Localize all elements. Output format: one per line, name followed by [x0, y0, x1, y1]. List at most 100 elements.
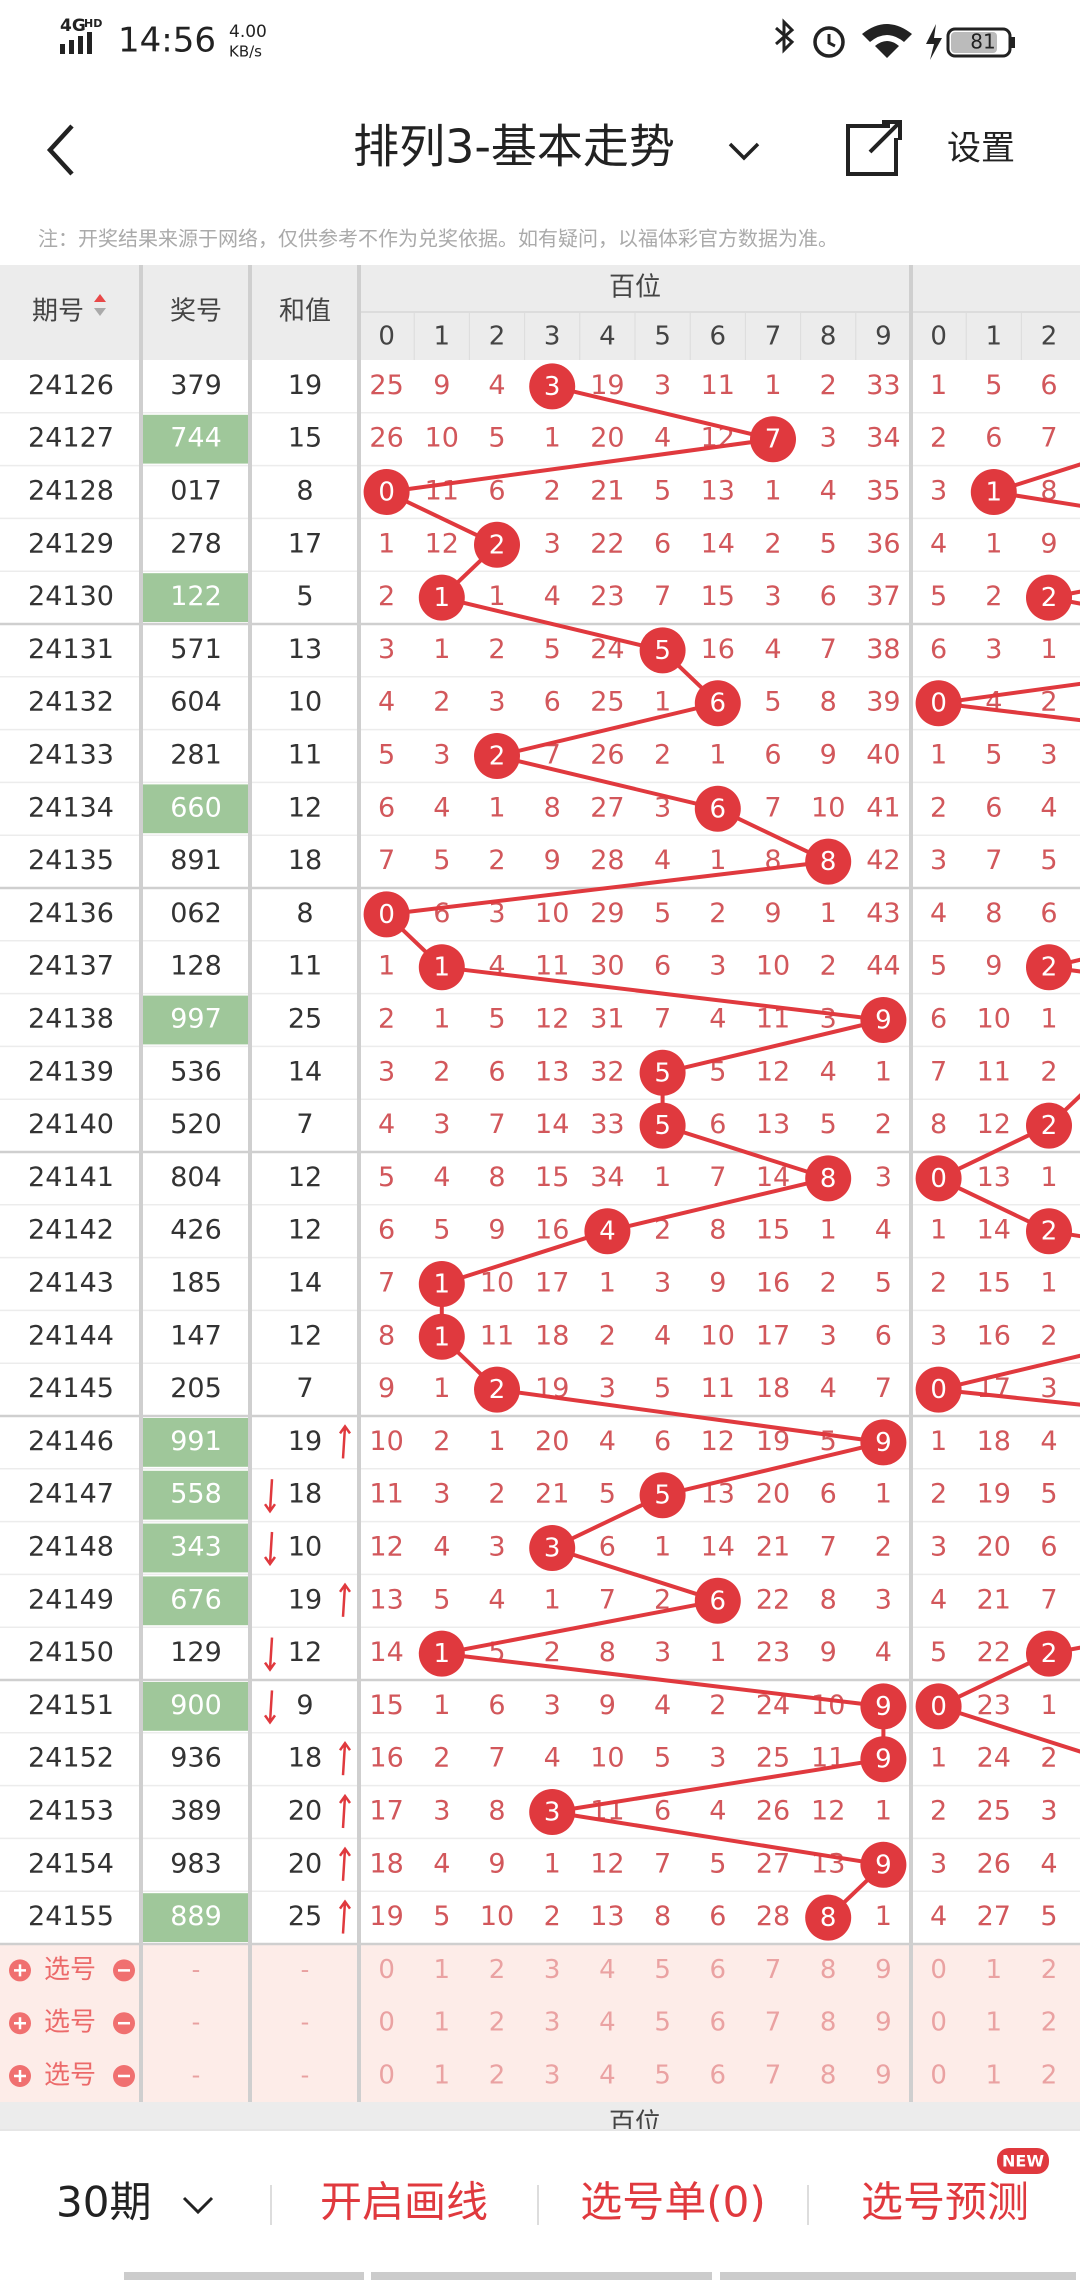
table-row: 24148 343 10 12 4 3 6 1 14 21 7 2 3 20 6 [0, 1523, 1080, 1576]
miss-value: 26 [590, 740, 624, 771]
select-digit[interactable]: 9 [875, 2008, 892, 2038]
select-digit[interactable]: 9 [875, 1955, 892, 1985]
select-digit[interactable]: 1 [986, 2008, 1003, 2038]
miss-value: 3 [985, 634, 1002, 665]
trend-line [606, 1176, 829, 1234]
miss-value: 13 [535, 1056, 569, 1087]
winning-digit [639, 1049, 686, 1096]
select-digit[interactable]: 0 [378, 2008, 395, 2038]
draw-number: 205 [170, 1373, 222, 1404]
draw-number: 889 [170, 1901, 222, 1932]
miss-value: 11 [480, 1320, 514, 1351]
miss-value: 44 [866, 951, 900, 982]
select-digit[interactable]: 7 [765, 1955, 782, 1985]
title-dropdown[interactable] [728, 142, 760, 161]
select-digit[interactable]: 5 [654, 2008, 671, 2038]
miss-value: 13 [369, 1584, 403, 1615]
battery-cap [1011, 37, 1015, 48]
select-digit[interactable]: 3 [544, 2008, 561, 2038]
digit-header: 8 [820, 322, 837, 352]
select-digit[interactable]: 4 [599, 2061, 616, 2091]
period: 24135 [28, 845, 114, 876]
select-digit[interactable]: 4 [599, 1955, 616, 1985]
miss-value: 1 [875, 1056, 892, 1087]
nav-hint [371, 2272, 712, 2280]
column-title[interactable]: 期号 [32, 297, 84, 327]
select-digit[interactable]: 8 [820, 2061, 837, 2091]
select-digit[interactable]: 0 [930, 2008, 947, 2038]
select-digit[interactable]: 1 [434, 2008, 451, 2038]
select-digit[interactable]: 2 [1041, 1955, 1058, 1985]
period-selector[interactable]: 30期 [56, 2178, 151, 2227]
miss-value: 7 [875, 1373, 892, 1404]
select-digit[interactable]: 0 [930, 2061, 947, 2091]
miss-value: 1 [433, 1373, 450, 1404]
winning-digit-text: 1 [434, 583, 451, 613]
predict-button[interactable]: 选号预测 [861, 2178, 1029, 2227]
miss-value: 5 [433, 845, 450, 876]
miss-value: 9 [820, 1637, 837, 1668]
sum: 10 [288, 1532, 322, 1563]
sum: 19 [288, 370, 322, 401]
select-digit[interactable]: 5 [654, 2061, 671, 2091]
winning-digit [750, 416, 796, 463]
period-dropdown[interactable] [182, 2196, 214, 2215]
miss-value: 7 [985, 845, 1002, 876]
trend-line [386, 437, 774, 494]
select-digit[interactable]: 6 [710, 2061, 727, 2091]
miss-value: 1 [875, 1901, 892, 1932]
select-digit[interactable]: 8 [820, 2008, 837, 2038]
select-digit[interactable]: 0 [930, 1955, 947, 1985]
select-row: 选号 - - 0 1 2 3 4 5 6 7 8 9 0 1 2 [9, 2008, 1057, 2038]
select-digit[interactable]: 0 [378, 1955, 395, 1985]
select-digit[interactable]: 0 [378, 2061, 395, 2091]
trend-arrow [338, 1424, 352, 1459]
select-list-button[interactable]: 选号单(0) [580, 2178, 766, 2227]
select-digit[interactable]: 4 [599, 2008, 616, 2038]
speed: 4.00 [229, 22, 267, 42]
miss-value: 4 [433, 1162, 450, 1193]
miss-value: 20 [977, 1532, 1011, 1563]
sort-asc[interactable] [94, 294, 106, 302]
select-digit[interactable]: 8 [820, 1955, 837, 1985]
sort-desc[interactable] [94, 308, 106, 316]
table-row: 24150 129 12 14 5 2 8 3 1 23 9 4 5 22 [0, 1637, 1080, 1682]
select-digit[interactable]: 7 [765, 2061, 782, 2091]
miss-value: 7 [378, 1268, 395, 1299]
miss-value: 6 [433, 898, 450, 929]
page-title[interactable]: 排列3-基本走势 [353, 120, 675, 174]
select-digit[interactable]: 2 [489, 1955, 506, 1985]
miss-value: 1 [709, 1637, 726, 1668]
miss-value: 9 [820, 740, 837, 771]
settings-button[interactable]: 设置 [947, 129, 1015, 169]
select-digit[interactable]: 9 [875, 2061, 892, 2091]
back-button[interactable] [46, 124, 74, 176]
select-digit[interactable]: 1 [434, 2061, 451, 2091]
select-digit[interactable]: 3 [544, 2061, 561, 2091]
select-digit[interactable]: 7 [765, 2008, 782, 2038]
select-digit[interactable]: 1 [434, 1955, 451, 1985]
select-digit[interactable]: 2 [1041, 2008, 1058, 2038]
select-bg [0, 1944, 1080, 2102]
select-digit[interactable]: 1 [986, 2061, 1003, 2091]
miss-value: 3 [930, 1532, 947, 1563]
miss-value: 6 [654, 1796, 671, 1827]
select-row: 选号 - - 0 1 2 3 4 5 6 7 8 9 0 1 2 [9, 1955, 1057, 1985]
select-digit[interactable]: 2 [489, 2008, 506, 2038]
select-digit[interactable]: 6 [710, 1955, 727, 1985]
select-digit[interactable]: 5 [654, 1955, 671, 1985]
draw-line-button[interactable]: 开启画线 [320, 2178, 488, 2227]
miss-value: 6 [985, 423, 1002, 454]
select-digit[interactable]: 3 [544, 1955, 561, 1985]
select-digit[interactable]: 2 [1041, 2061, 1058, 2091]
select-digit[interactable]: 2 [489, 2061, 506, 2091]
miss-value: 7 [488, 1743, 505, 1774]
table-row: 24138 997 25 2 1 5 12 31 7 4 11 3 6 10 1 [0, 995, 1080, 1048]
miss-value: 25 [756, 1743, 790, 1774]
miss-value: 10 [811, 1690, 845, 1721]
draw-number: 891 [170, 845, 222, 876]
select-digit[interactable]: 1 [986, 1955, 1003, 1985]
select-digit[interactable]: 6 [710, 2008, 727, 2038]
miss-value: 11 [535, 951, 569, 982]
share-button[interactable] [846, 120, 902, 176]
